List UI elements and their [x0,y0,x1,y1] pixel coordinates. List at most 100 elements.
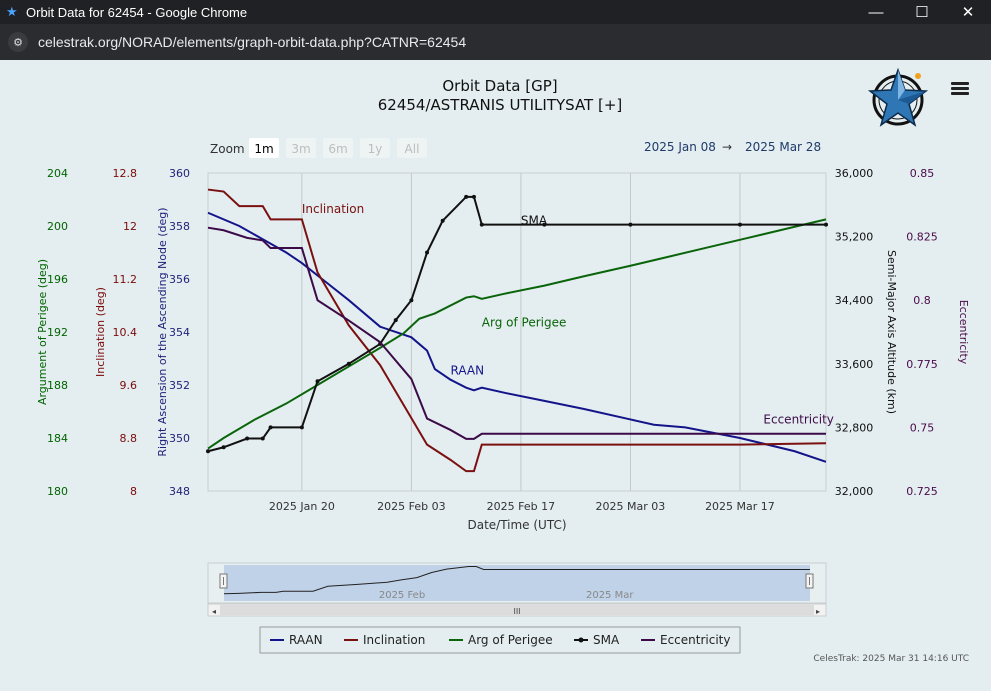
y-tick-label-argp: 180 [47,485,68,498]
series-label-arg-of-perigee: Arg of Perigee [482,316,567,330]
sma-point [315,379,320,384]
series-line-eccentricity[interactable] [207,226,826,440]
y-axis-title-argp: Argument of Perigee (deg) [36,259,49,405]
legend-item-eccentricity[interactable]: Eccentricity [660,633,730,647]
zoom-button-All[interactable] [397,138,427,158]
sma-point [440,218,445,223]
navigator-series [223,566,810,595]
minimize-icon[interactable]: — [868,3,884,21]
sma-point [542,222,547,227]
zoom-button-1m[interactable] [249,138,279,158]
y-tick-label-argp: 204 [47,167,68,180]
y-tick-label-raan: 350 [169,432,190,445]
x-tick-label: 2025 Feb 17 [487,500,555,513]
window-title: Orbit Data for 62454 - Google Chrome [26,4,248,20]
zoom-button-label-All[interactable]: All [405,142,420,156]
y-tick-label-argp: 200 [47,220,68,233]
footer-credit: CelesTrak: 2025 Mar 31 14:16 UTC [813,654,969,664]
legend-item-inclination[interactable]: Inclination [363,633,425,647]
zoom-button-group: 1m 3m 6m 1y All [249,138,427,158]
series-line-arg-of-perigee[interactable] [207,218,827,450]
scroll-right-arrow-icon[interactable]: ▸ [816,607,820,616]
range-to[interactable]: 2025 Mar 28 [745,140,821,154]
sma-point [260,436,265,441]
scrollbar-grip: III [513,607,520,616]
y-axis-title-raan: Right Ascension of the Ascending Node (d… [156,207,169,456]
y-tick-label-sma: 33,600 [835,358,874,371]
zoom-label: Zoom [210,142,245,156]
sma-point [464,194,469,199]
zoom-button-label-1m[interactable]: 1m [254,142,273,156]
zoom-button-label-1y[interactable]: 1y [368,142,383,156]
navigator-label: 2025 Feb [379,590,425,601]
hamburger-menu-icon[interactable] [950,80,970,98]
y-tick-label-argp: 196 [47,273,68,286]
y-tick-label-ecc: 0.75 [910,421,935,434]
range-from[interactable]: 2025 Jan 08 [644,140,716,154]
legend-item-arg-of-perigee[interactable]: Arg of Perigee [468,633,553,647]
range-navigator[interactable]: 2025 Feb 2025 Mar III ◂ ▸ [207,562,827,617]
y-tick-label-raan: 360 [169,167,190,180]
close-icon[interactable]: ✕ [961,4,975,21]
y-tick-label-raan: 356 [169,273,190,286]
maximize-icon[interactable]: ☐ [915,4,929,21]
window-titlebar: ★ Orbit Data for 62454 - Google Chrome —… [0,0,991,24]
y-tick-label-raan: 354 [169,326,190,339]
navigator-selection[interactable] [224,565,810,601]
celestrak-star-logo-icon[interactable] [867,67,929,127]
sma-point [206,449,210,454]
series-line-raan[interactable] [207,211,827,463]
address-bar: ⚙ celestrak.org/NORAD/elements/graph-orb… [0,24,991,60]
legend-item-sma[interactable]: SMA [593,633,620,647]
y-tick-label-ecc: 0.775 [906,358,938,371]
sma-point [346,361,351,366]
range-arrow: → [722,140,732,154]
y-tick-label-inc: 11.2 [113,273,138,286]
series-line-inclination[interactable] [207,188,827,473]
plot-frame [207,172,827,492]
y-tick-label-inc: 8.8 [120,432,138,445]
x-tick-label: 2025 Mar 03 [596,500,666,513]
legend-item-raan[interactable]: RAAN [289,633,323,647]
sma-point [824,222,828,227]
x-tick-label: 2025 Feb 03 [377,500,445,513]
navigator-label: 2025 Mar [586,590,634,601]
sma-point [471,194,476,199]
y-tick-label-argp: 192 [47,326,68,339]
zoom-button-6m[interactable] [323,138,353,158]
series-label-inclination: Inclination [302,202,364,216]
chart-title: Orbit Data [GP] [442,77,557,95]
series-lines: RAAN Inclination Arg of Perigee SMA Eccentri… [206,188,834,473]
y-axis-title-ecc: Eccentricity [957,300,970,365]
sma-point [737,222,742,227]
zoom-button-3m[interactable] [286,138,316,158]
orbit-chart: Orbit Data [GP] 62454/ASTRANIS UTILITYSA… [36,67,970,654]
x-tick-label: 2025 Jan 20 [269,500,335,513]
scrollbar-thumb[interactable] [220,605,814,615]
series-label-eccentricity: Eccentricity [763,413,833,427]
zoom-button-label-6m[interactable]: 6m [328,142,347,156]
legend-box [259,626,741,654]
scroll-left-arrow-icon[interactable]: ◂ [212,607,216,616]
sma-point [409,298,414,303]
site-settings-icon[interactable]: ⚙ [8,32,28,52]
chart-legend: RAAN Inclination Arg of Perigee SMA Eccentri… [259,626,741,654]
sma-point [479,222,484,227]
series-label-raan: RAAN [451,363,485,377]
sma-point [393,318,398,323]
sma-point [425,250,430,255]
url-text[interactable]: celestrak.org/NORAD/elements/graph-orbit… [38,34,467,50]
y-tick-label-sma: 34,400 [835,294,874,307]
y-axis-title-sma: Semi-Major Axis Altitude (km) [885,250,898,414]
chart-subtitle: 62454/ASTRANIS UTILITYSAT [+] [378,96,623,114]
y-tick-label-ecc: 0.825 [906,231,938,244]
zoom-button-label-3m[interactable]: 3m [291,142,310,156]
sma-point [245,436,250,441]
y-tick-label-raan: 358 [169,220,190,233]
y-tick-label-ecc: 0.725 [906,485,938,498]
series-line-sma[interactable] [207,195,826,453]
window-controls: — ☐ ✕ [853,0,991,24]
zoom-button-1y[interactable] [360,138,390,158]
y-tick-label-inc: 12 [123,220,137,233]
y-tick-label-inc: 10.4 [113,326,138,339]
